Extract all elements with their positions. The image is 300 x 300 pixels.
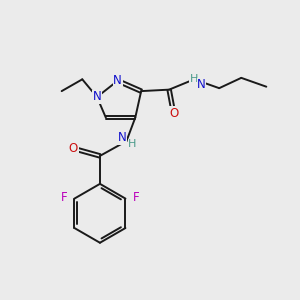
Text: N: N	[118, 131, 126, 144]
Text: N: N	[197, 78, 206, 91]
Text: O: O	[169, 107, 178, 120]
Text: N: N	[113, 74, 122, 87]
Text: F: F	[132, 190, 139, 204]
Text: N: N	[93, 91, 101, 103]
Text: H: H	[190, 74, 198, 84]
Text: F: F	[61, 190, 68, 204]
Text: O: O	[69, 142, 78, 155]
Text: H: H	[128, 139, 136, 149]
